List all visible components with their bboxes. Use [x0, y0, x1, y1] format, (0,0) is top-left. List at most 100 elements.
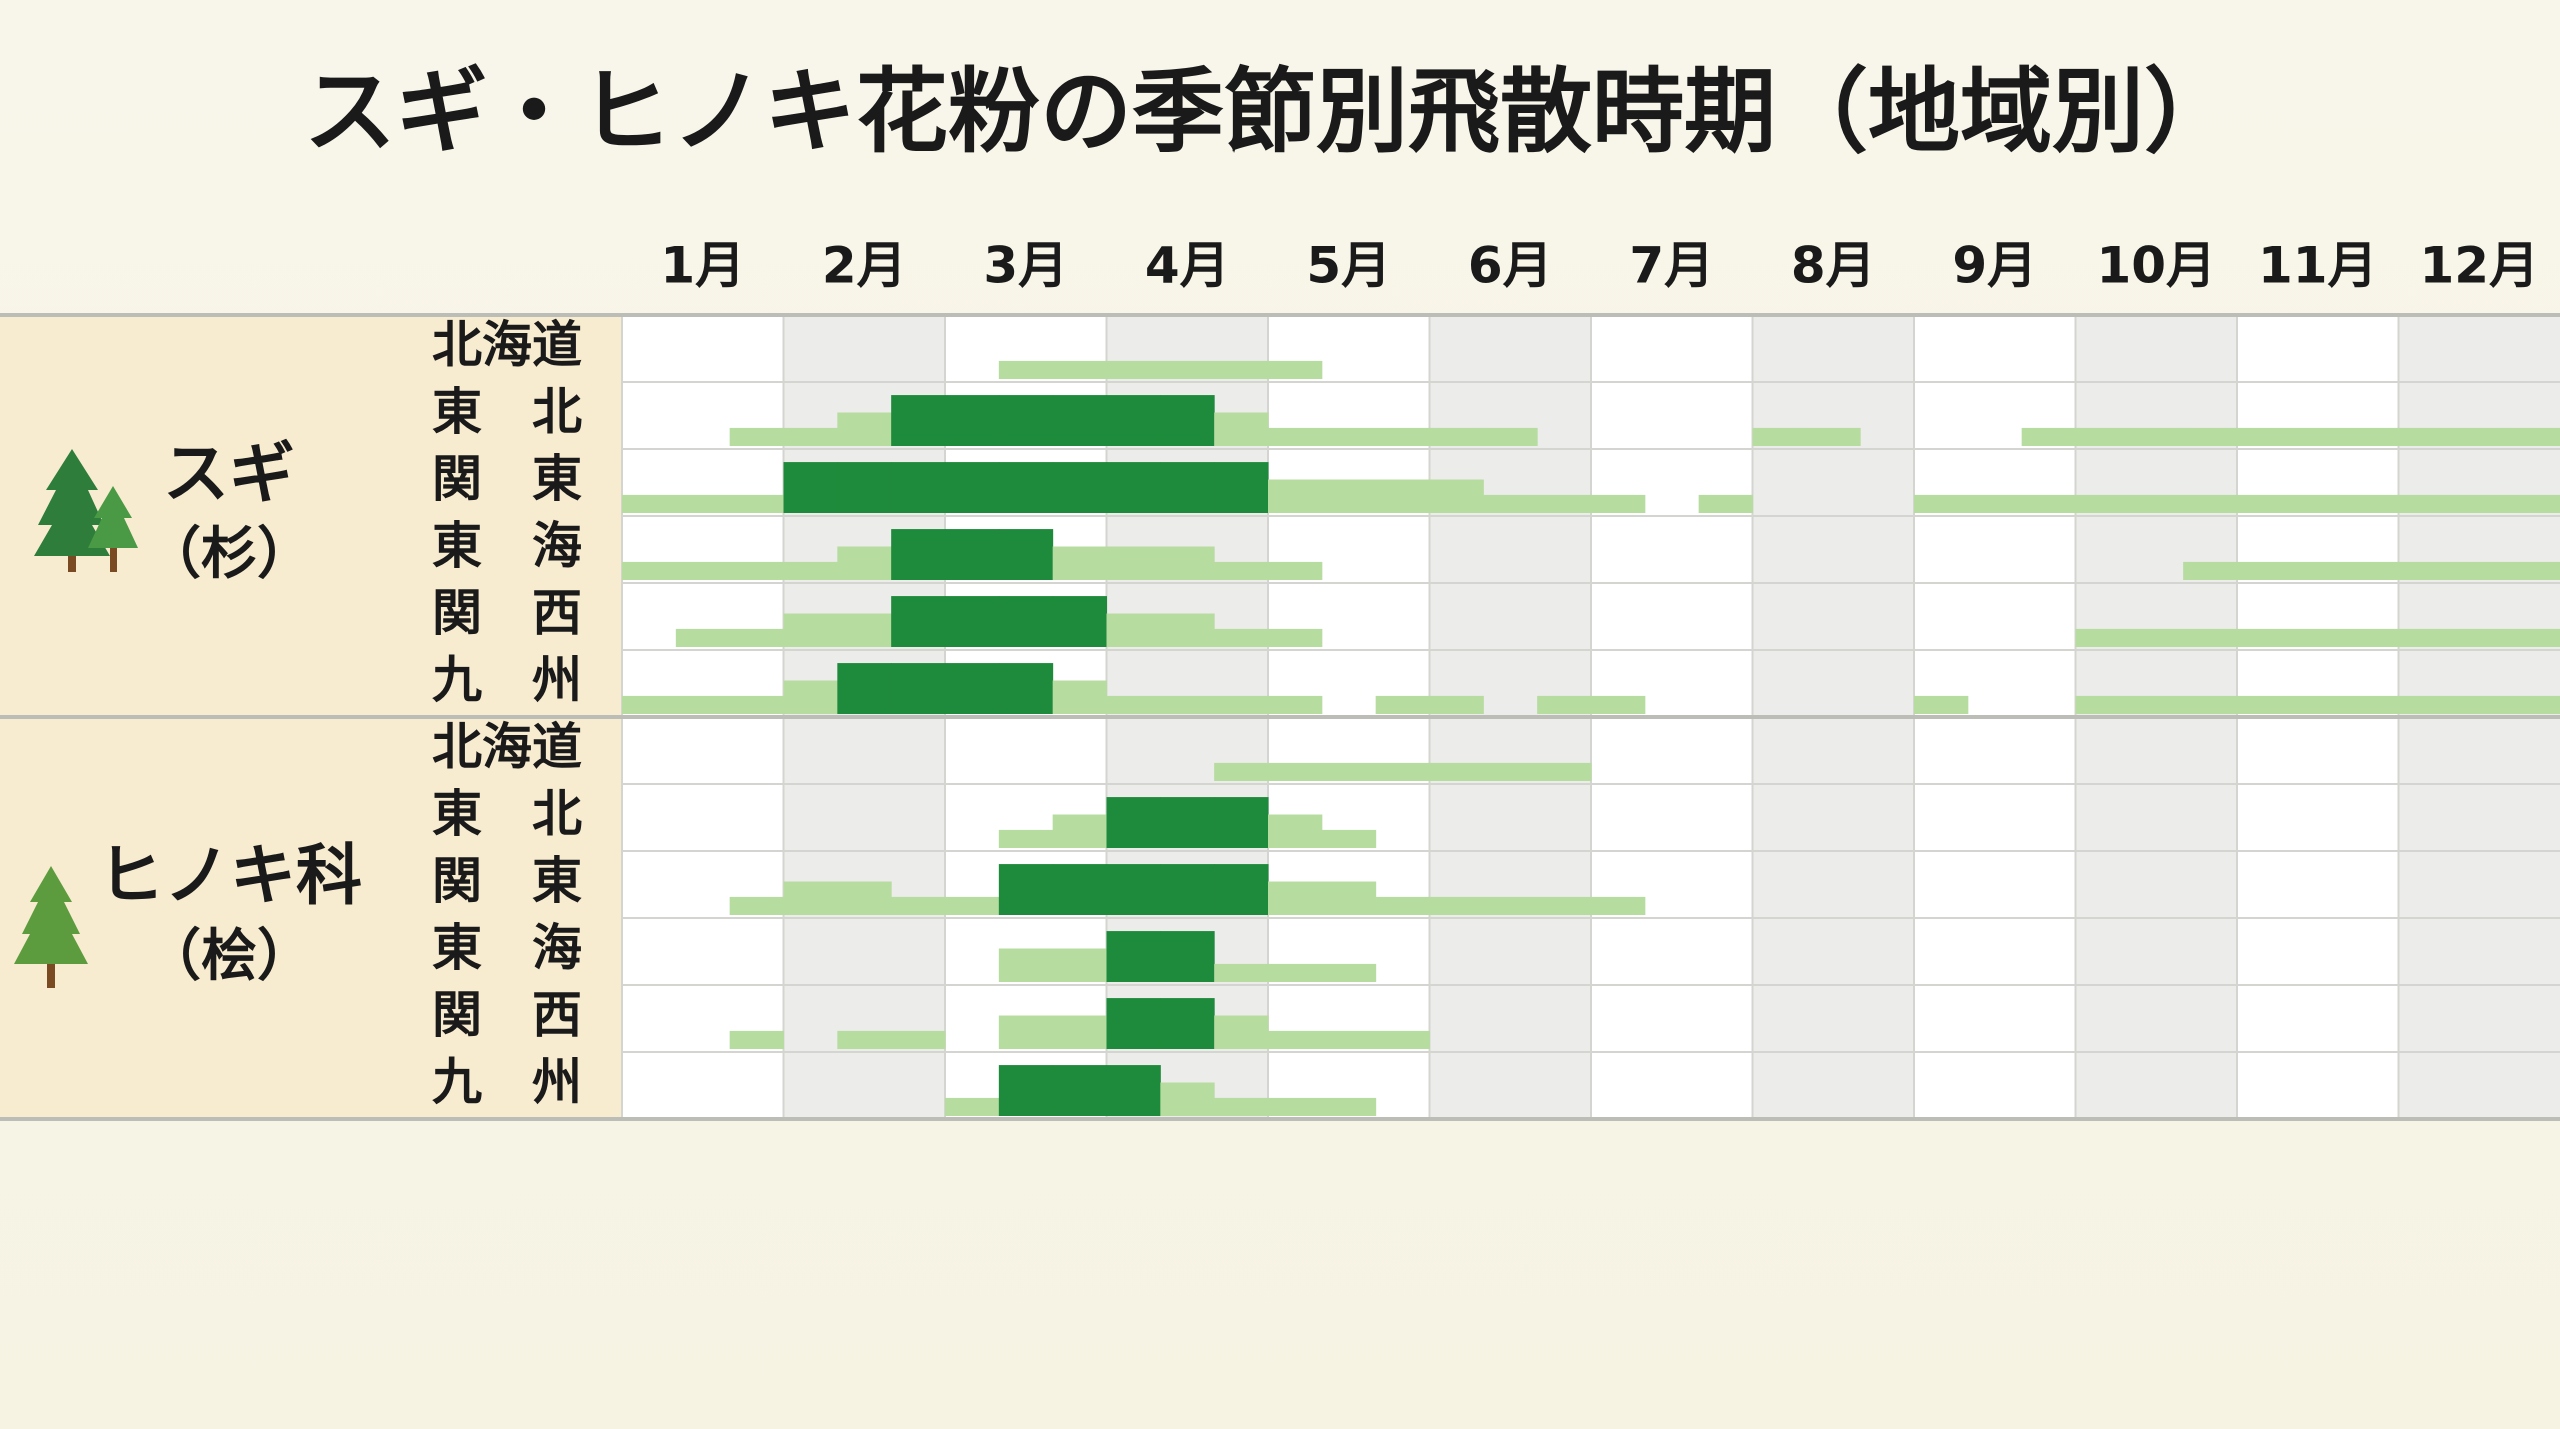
pollen-level [891, 663, 946, 714]
pollen-level [1321, 829, 1377, 848]
pollen-level [945, 663, 1000, 714]
pollen-level [675, 561, 731, 580]
pollen-level [1914, 695, 1969, 714]
pollen-level [2075, 628, 2130, 647]
pollen-level [2183, 628, 2238, 647]
pollen-level [622, 561, 677, 580]
pollen-level [729, 427, 784, 446]
region-name: 関 西 [432, 584, 582, 642]
pollen-level [1160, 360, 1215, 379]
pollen-level [1268, 628, 1323, 647]
pollen-level [1537, 695, 1592, 714]
pollen-level [1052, 1015, 1107, 1049]
pollen-level [2290, 494, 2346, 513]
pollen-level [783, 613, 838, 647]
pollen-level [1321, 1097, 1377, 1116]
pollen-level [1268, 963, 1323, 982]
pollen-level [2021, 494, 2076, 513]
pollen-level [2129, 695, 2184, 714]
pollen-level [998, 948, 1054, 982]
pollen-level [2129, 628, 2184, 647]
month-label: 6月 [1468, 237, 1553, 295]
pollen-level [1321, 963, 1377, 982]
region-name: 九 州 [432, 1053, 582, 1111]
pollen-level [729, 896, 784, 915]
pollen-level [2344, 427, 2399, 446]
pollen-level [1106, 395, 1161, 446]
pollen-level [2237, 494, 2292, 513]
month-label: 7月 [1629, 237, 1714, 295]
pollen-level [2506, 628, 2560, 647]
pollen-level [1160, 546, 1215, 580]
pollen-level [675, 494, 731, 513]
pollen-level [1106, 864, 1161, 915]
pollen-level [1106, 931, 1161, 982]
pollen-level [1052, 546, 1107, 580]
pollen-level [1429, 762, 1484, 781]
pollen-level [1268, 881, 1323, 915]
pollen-level [2075, 494, 2130, 513]
pollen-level [2021, 427, 2076, 446]
pollen-level [2506, 427, 2560, 446]
group-subtitle: （杉） [145, 522, 313, 587]
pollen-level [998, 529, 1054, 580]
region-name: 東 北 [432, 383, 582, 441]
region-name: 東 北 [432, 785, 582, 843]
pollen-level [2398, 494, 2453, 513]
pollen-level [783, 680, 838, 714]
pollen-level [1106, 1065, 1161, 1116]
pollen-level [2183, 561, 2238, 580]
pollen-level [1160, 613, 1215, 647]
pollen-level [945, 896, 1000, 915]
pollen-level [998, 1065, 1054, 1116]
pollen-level [1160, 695, 1215, 714]
group-name: ヒノキ科 [98, 837, 362, 914]
pollen-level [2290, 628, 2346, 647]
pollen-level [998, 829, 1054, 848]
pollen-level [1052, 462, 1107, 513]
pollen-level [1214, 462, 1269, 513]
pollen-level [2506, 695, 2560, 714]
pollen-level [1375, 762, 1430, 781]
pollen-level [1214, 412, 1269, 446]
month-label: 9月 [1952, 237, 2037, 295]
group-subtitle: （桧） [145, 924, 313, 989]
region-name: 関 西 [432, 986, 582, 1044]
pollen-level [891, 462, 946, 513]
pollen-level [1375, 1030, 1430, 1049]
pollen-level [2075, 427, 2130, 446]
pollen-level [891, 529, 946, 580]
pollen-level [891, 1030, 946, 1049]
pollen-level [2344, 695, 2399, 714]
pollen-level [2237, 427, 2292, 446]
pollen-level [1429, 695, 1484, 714]
pollen-level [1375, 479, 1430, 513]
group-name: スギ [163, 435, 295, 512]
month-label: 12月 [2419, 237, 2539, 295]
region-name: 北海道 [432, 316, 582, 374]
pollen-level [1106, 695, 1161, 714]
month-label: 2月 [822, 237, 907, 295]
pollen-level [1698, 494, 1753, 513]
pollen-level [1268, 561, 1323, 580]
pollen-level [945, 462, 1000, 513]
pollen-level [675, 628, 731, 647]
pollen-level [1214, 864, 1269, 915]
pollen-level [2398, 427, 2453, 446]
pollen-level [1537, 762, 1592, 781]
pollen-level [1214, 1015, 1269, 1049]
pollen-level [1214, 963, 1269, 982]
pollen-level [998, 864, 1054, 915]
pollen-level [1268, 695, 1323, 714]
cypress-icon [14, 866, 88, 988]
region-name: 東 海 [432, 517, 582, 575]
pollen-level [1429, 427, 1484, 446]
chart-title: スギ・ヒノキ花粉の季節別飛散時期（地域別） [304, 58, 2236, 165]
pollen-level [1537, 896, 1592, 915]
pollen-level [1268, 762, 1323, 781]
pollen-level [1483, 762, 1538, 781]
pollen-level [1321, 427, 1377, 446]
pollen-level [2398, 628, 2453, 647]
pollen-level [837, 546, 892, 580]
pollen-level [783, 881, 838, 915]
